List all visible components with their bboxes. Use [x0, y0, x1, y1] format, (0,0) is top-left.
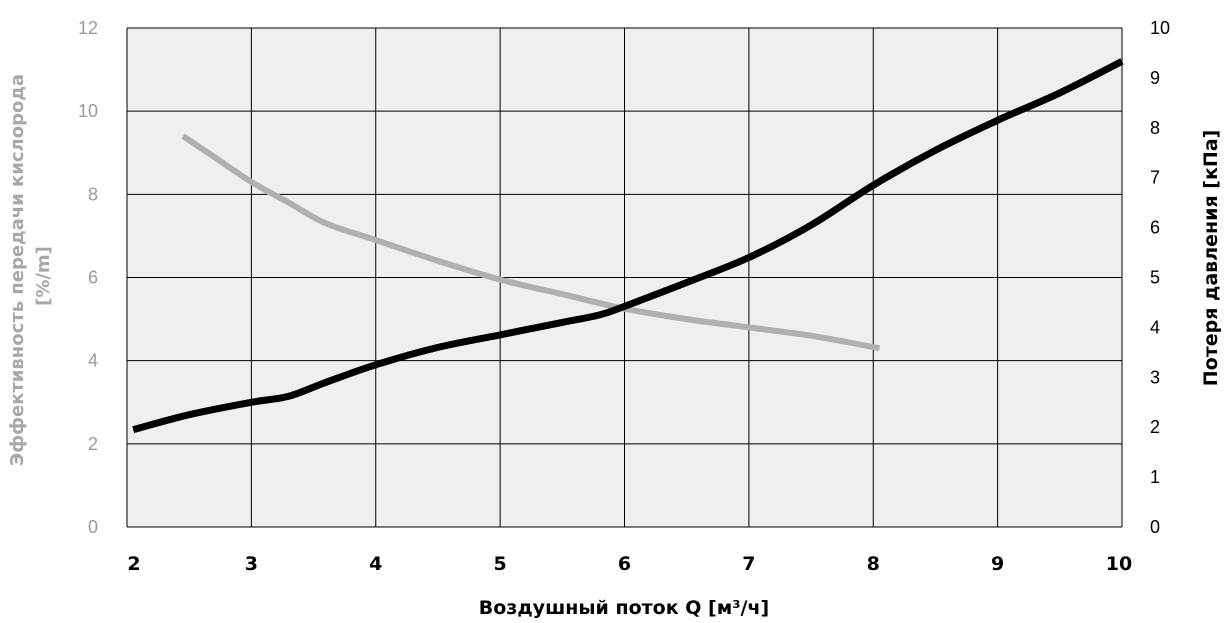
x-tick-label-3: 5: [494, 553, 507, 575]
left-axis-ticks: 0 2 4 6 8 10 12: [78, 18, 98, 537]
x-tick-label-1: 3: [245, 553, 258, 575]
left-tick-label-2: 4: [88, 351, 98, 371]
right-tick-label-3: 3: [1150, 367, 1160, 387]
left-tick-label-1: 2: [88, 434, 98, 454]
x-tick-label-7: 9: [991, 553, 1004, 575]
left-tick-label-5: 10: [78, 101, 98, 121]
right-tick-label-1: 1: [1150, 467, 1160, 487]
x-tick-label-0: 2: [127, 553, 140, 575]
x-tick-label-8: 10: [1106, 553, 1132, 575]
x-tick-label-4: 6: [618, 553, 631, 575]
right-tick-label-7: 7: [1150, 168, 1160, 188]
right-tick-label-0: 0: [1150, 517, 1160, 537]
right-tick-label-6: 6: [1150, 218, 1160, 238]
right-tick-label-9: 9: [1150, 68, 1160, 88]
left-tick-label-6: 12: [78, 18, 98, 38]
right-tick-label-5: 5: [1150, 268, 1160, 288]
right-tick-label-10: 10: [1150, 18, 1170, 38]
series-line-pressure-loss: [132, 58, 1124, 434]
x-tick-label-6: 8: [867, 553, 880, 575]
left-axis-title-line1: Эффективность передачи кислорода: [7, 74, 28, 466]
x-tick-label-5: 7: [742, 553, 755, 575]
series-line-oxygen-efficiency: [181, 133, 881, 352]
right-tick-label-8: 8: [1150, 118, 1160, 138]
grid: [126, 27, 1123, 528]
right-tick-label-4: 4: [1150, 317, 1160, 337]
right-axis-ticks: 0 1 2 3 4 5 6 7 8 9 10: [1150, 18, 1170, 537]
series-layer: [132, 58, 1124, 434]
x-axis-ticks: 2 3 4 5 6 7 8 9 10: [127, 553, 1132, 575]
x-tick-label-2: 4: [369, 553, 382, 575]
left-tick-label-3: 6: [88, 268, 98, 288]
right-axis-title: Потеря давления [кПа]: [1200, 130, 1222, 387]
left-tick-label-4: 8: [88, 184, 98, 204]
left-axis-title: Эффективность передачи кислорода [%/m]: [7, 74, 54, 466]
x-axis-title: Воздушный поток Q [м³/ч]: [479, 597, 769, 619]
left-tick-label-0: 0: [88, 517, 98, 537]
left-axis-title-line2: [%/m]: [33, 246, 54, 306]
right-tick-label-2: 2: [1150, 417, 1160, 437]
